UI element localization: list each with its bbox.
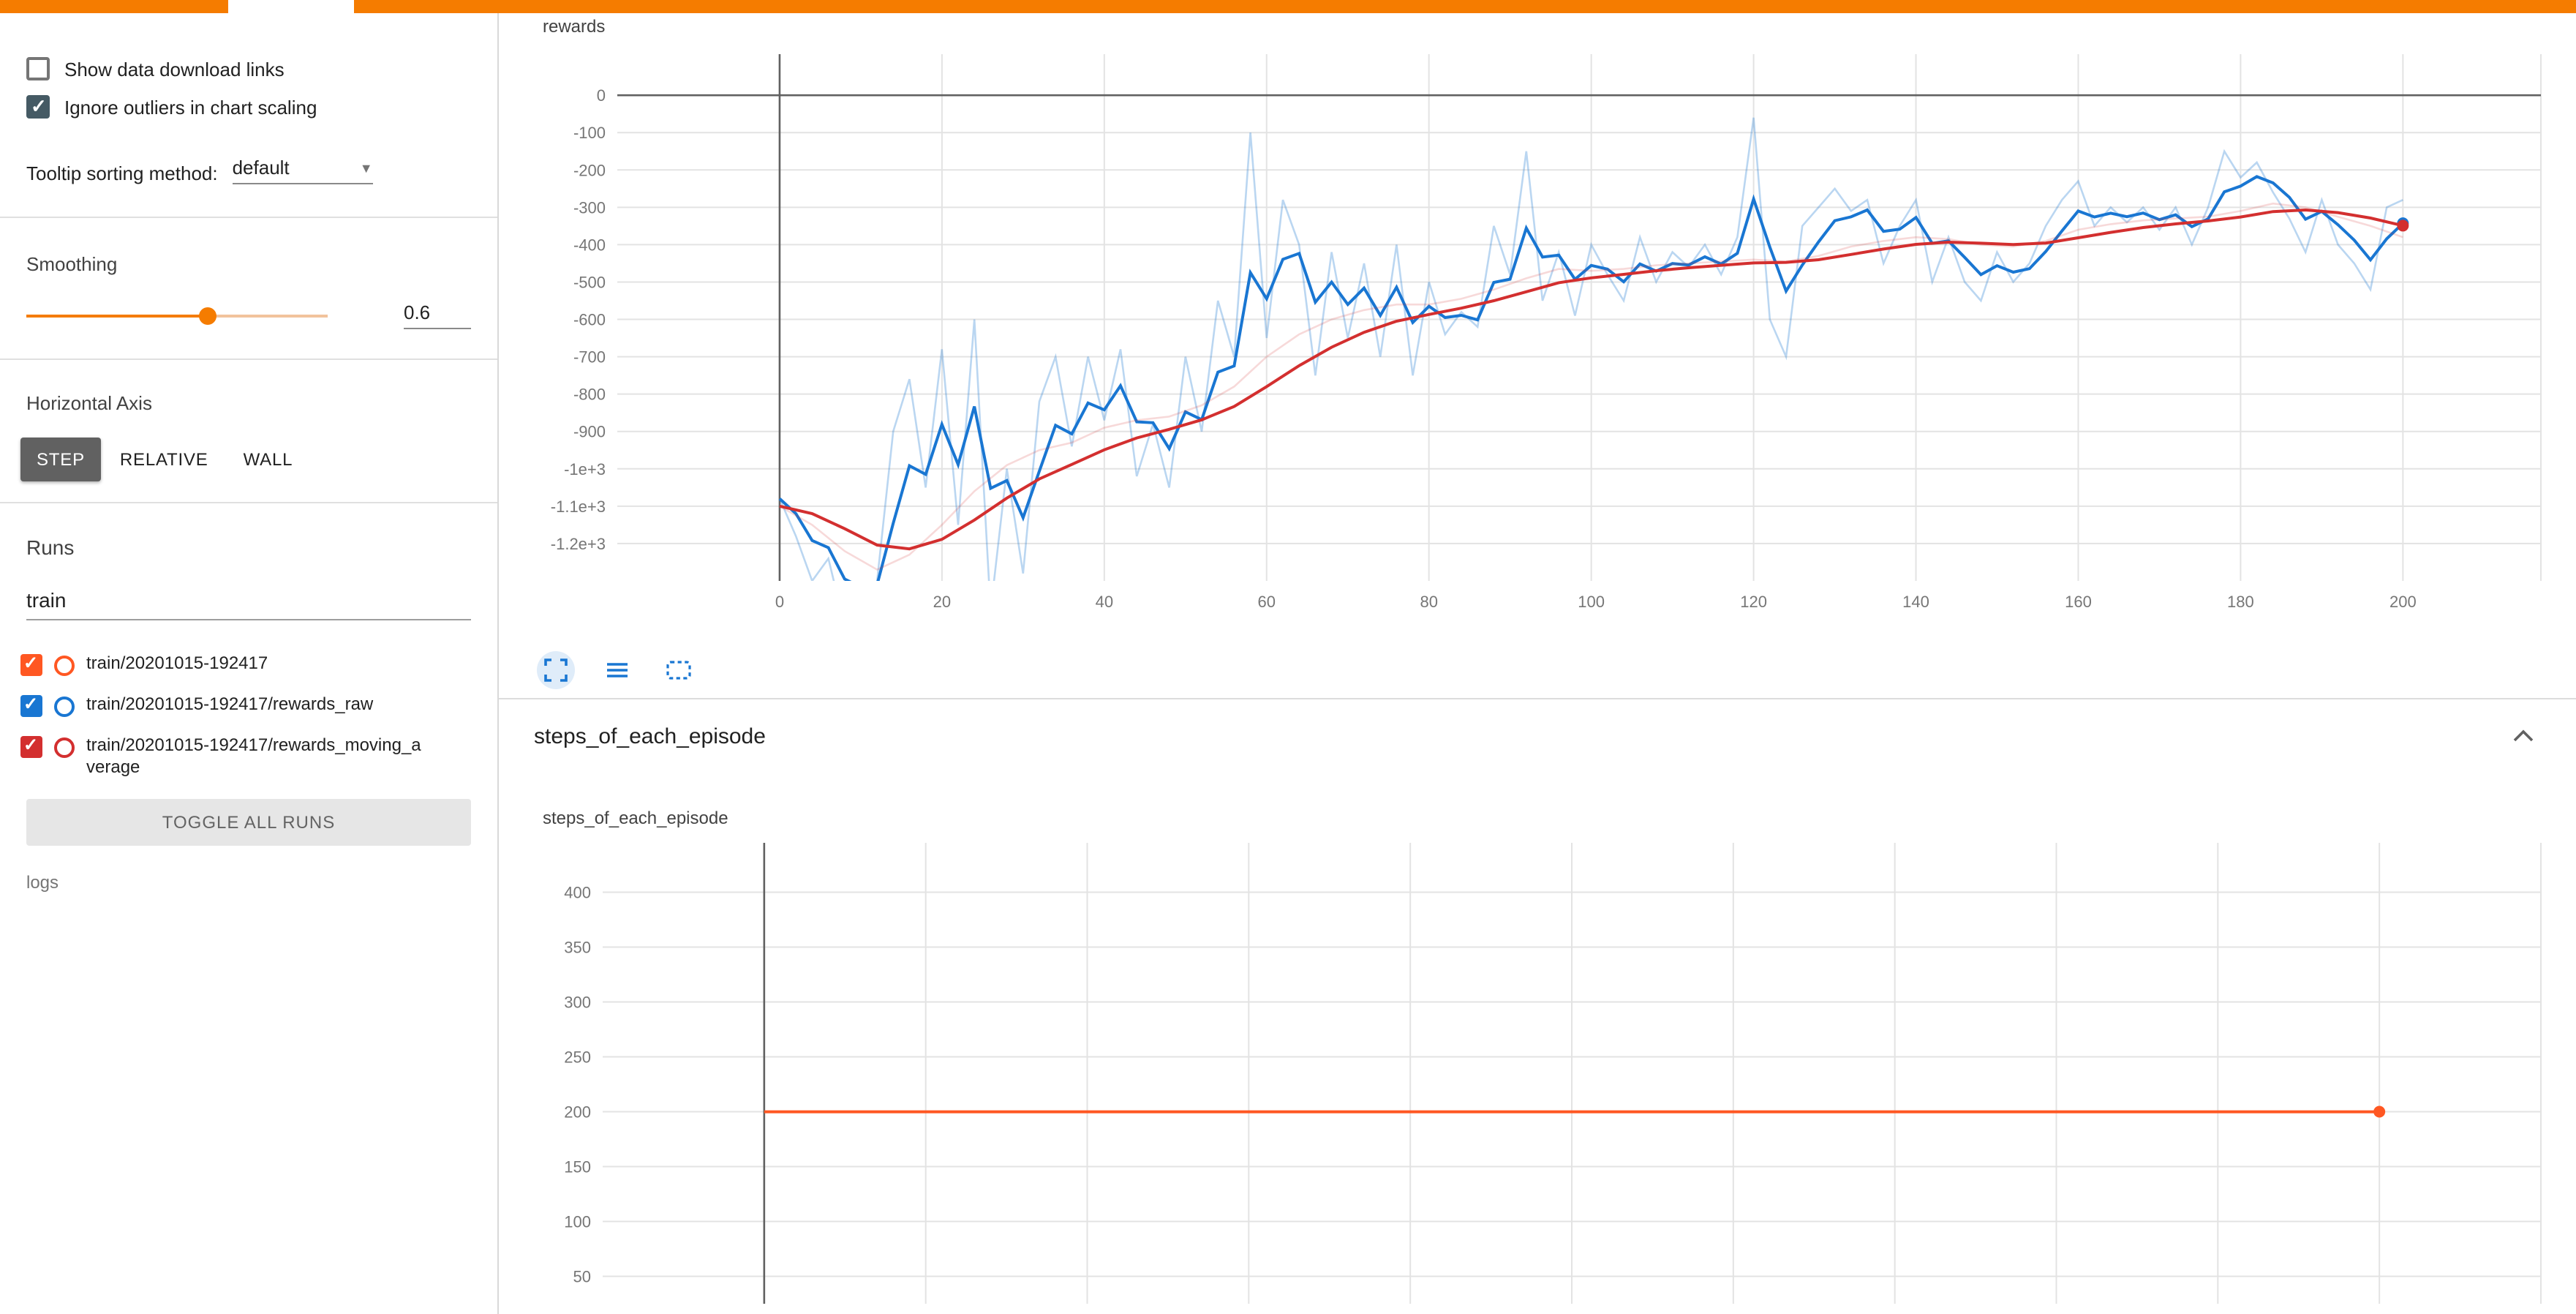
svg-text:0: 0 <box>597 86 606 105</box>
run-checkbox[interactable] <box>20 694 42 717</box>
svg-text:250: 250 <box>564 1048 591 1067</box>
run-label: train/20201015-192417 <box>86 653 268 673</box>
scalars-dashboard: rewards 0 20 40 60 80 100 120 140 160 180 200 0 -100… <box>499 13 2576 1314</box>
run-color-circle <box>54 737 75 758</box>
run-row[interactable]: train/20201015-192417/rewards_moving_ave… <box>20 735 477 778</box>
top-app-bar <box>0 0 2576 13</box>
toggle-all-runs-button[interactable]: TOGGLE ALL RUNS <box>26 799 471 846</box>
show-download-links-row[interactable]: Show data download links <box>26 57 471 80</box>
steps-card-title: steps_of_each_episode <box>543 808 728 828</box>
svg-text:0: 0 <box>775 593 784 611</box>
svg-text:-1e+3: -1e+3 <box>564 460 606 478</box>
active-tab-indicator <box>228 0 354 13</box>
svg-text:-700: -700 <box>573 348 606 367</box>
smoothing-slider-row: 0.6 <box>26 301 471 329</box>
svg-text:40: 40 <box>1096 593 1113 611</box>
run-row[interactable]: train/20201015-192417/rewards_raw <box>20 694 477 717</box>
run-label: train/20201015-192417/rewards_moving_ave… <box>86 735 421 777</box>
svg-text:80: 80 <box>1420 593 1437 611</box>
svg-text:120: 120 <box>1740 593 1767 611</box>
horizontal-axis-heading: Horizontal Axis <box>26 392 152 414</box>
svg-text:400: 400 <box>564 884 591 902</box>
chart-toolbar <box>537 651 2576 689</box>
smoothing-heading: Smoothing <box>26 253 118 275</box>
svg-text:-600: -600 <box>573 311 606 329</box>
axis-button-relative[interactable]: RELATIVE <box>119 449 208 470</box>
tooltip-sorting-row: Tooltip sorting method: default ▼ <box>26 157 471 184</box>
svg-text:-900: -900 <box>573 423 606 441</box>
steps-section-header[interactable]: steps_of_each_episode <box>499 699 2576 773</box>
menu-lines-icon[interactable] <box>598 651 636 689</box>
svg-text:200: 200 <box>2389 593 2417 611</box>
svg-text:60: 60 <box>1258 593 1276 611</box>
svg-text:-200: -200 <box>573 161 606 179</box>
collapse-section-button[interactable] <box>2512 727 2535 745</box>
run-row[interactable]: train/20201015-192417 <box>20 653 477 676</box>
slider-fill <box>26 314 208 317</box>
section-divider <box>499 698 2576 699</box>
run-checkbox[interactable] <box>20 653 42 676</box>
svg-text:-500: -500 <box>573 273 606 291</box>
smoothing-slider[interactable] <box>26 304 328 327</box>
run-checkbox[interactable] <box>20 735 42 758</box>
svg-text:200: 200 <box>564 1103 591 1122</box>
svg-text:-100: -100 <box>573 124 606 142</box>
horizontal-axis-buttons: STEP RELATIVE WALL <box>20 438 477 481</box>
ignore-outliers-row[interactable]: Ignore outliers in chart scaling <box>26 95 471 119</box>
svg-text:-800: -800 <box>573 386 606 404</box>
svg-text:100: 100 <box>1578 593 1605 611</box>
logs-label: logs <box>26 872 59 893</box>
expand-chart-icon[interactable] <box>537 651 575 689</box>
svg-text:180: 180 <box>2227 593 2254 611</box>
axis-button-step[interactable]: STEP <box>20 438 101 481</box>
show-download-links-label: Show data download links <box>64 58 285 80</box>
fit-domain-icon[interactable] <box>660 651 698 689</box>
run-color-circle <box>54 697 75 717</box>
sidebar-divider <box>0 358 497 360</box>
sidebar-divider <box>0 217 497 218</box>
tooltip-sorting-value: default <box>232 157 290 179</box>
sidebar-divider <box>0 502 497 503</box>
runs-heading: Runs <box>26 536 75 559</box>
settings-sidebar: Show data download links Ignore outliers… <box>0 13 499 1314</box>
smoothing-value-input[interactable]: 0.6 <box>404 301 471 329</box>
rewards-card-title: rewards <box>543 16 606 37</box>
svg-text:-300: -300 <box>573 198 606 217</box>
svg-text:350: 350 <box>564 939 591 957</box>
svg-text:50: 50 <box>573 1268 591 1286</box>
tooltip-sorting-label: Tooltip sorting method: <box>26 162 218 184</box>
steps-chart[interactable]: 0204060801001201401601802004003503002502… <box>508 840 2556 1314</box>
svg-text:-1.1e+3: -1.1e+3 <box>551 498 606 516</box>
run-color-circle <box>54 656 75 676</box>
svg-text:20: 20 <box>933 593 951 611</box>
ignore-outliers-checkbox[interactable] <box>26 95 50 119</box>
svg-text:140: 140 <box>1902 593 1929 611</box>
svg-text:-400: -400 <box>573 236 606 254</box>
svg-text:-1.2e+3: -1.2e+3 <box>551 535 606 553</box>
svg-text:300: 300 <box>564 994 591 1012</box>
rewards-chart[interactable]: 0 20 40 60 80 100 120 140 160 180 200 0 -100 -200 -300… <box>508 40 2556 645</box>
svg-text:100: 100 <box>564 1213 591 1231</box>
ignore-outliers-label: Ignore outliers in chart scaling <box>64 96 317 118</box>
tooltip-sorting-select[interactable]: default ▼ <box>232 157 373 184</box>
axis-button-wall[interactable]: WALL <box>243 449 293 470</box>
steps-section-title: steps_of_each_episode <box>534 724 766 748</box>
chevron-down-icon: ▼ <box>359 160 373 175</box>
slider-thumb[interactable] <box>198 307 216 324</box>
run-label: train/20201015-192417/rewards_raw <box>86 694 374 714</box>
runs-filter-input[interactable]: train <box>26 582 471 620</box>
svg-text:160: 160 <box>2065 593 2092 611</box>
show-download-links-checkbox[interactable] <box>26 57 50 80</box>
svg-text:150: 150 <box>564 1158 591 1176</box>
